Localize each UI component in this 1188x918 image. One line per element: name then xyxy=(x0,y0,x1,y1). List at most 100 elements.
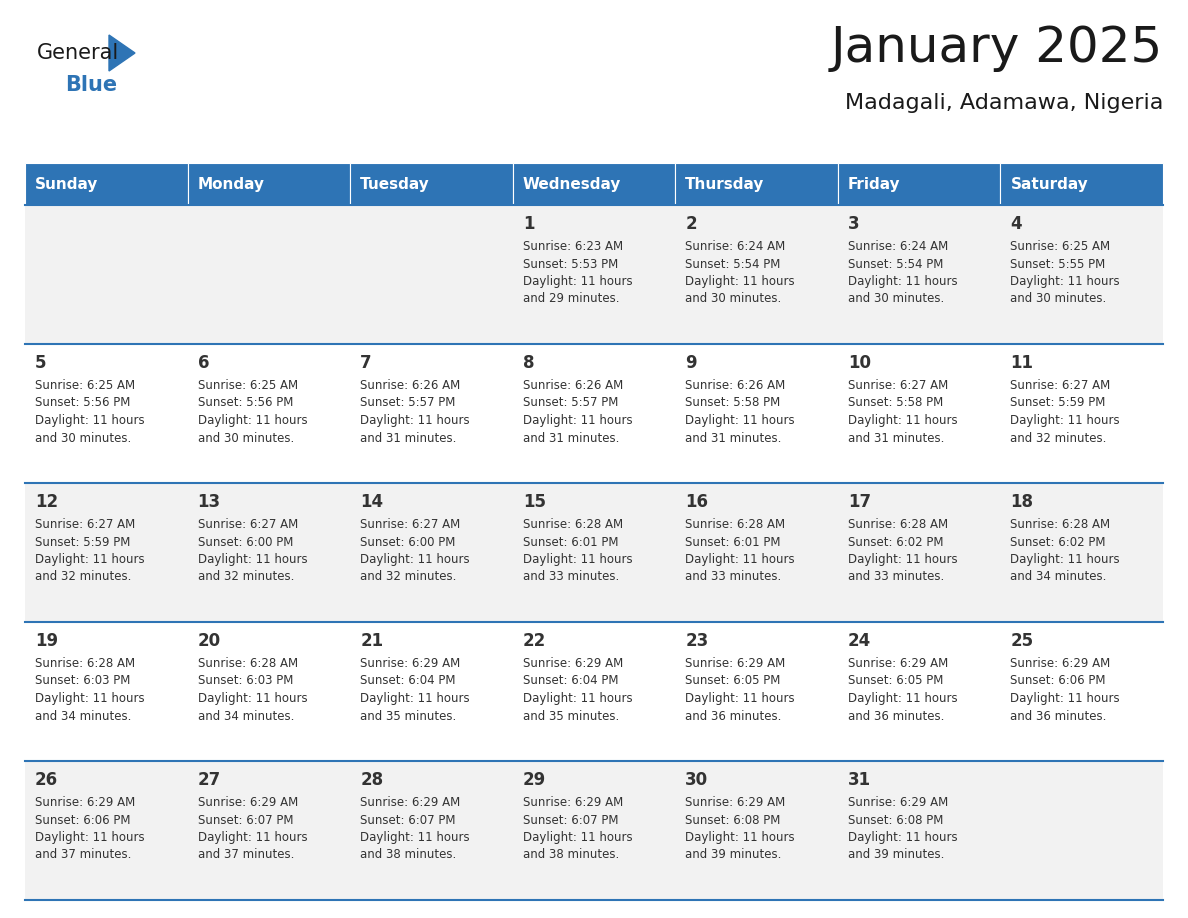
Text: Sunrise: 6:28 AM: Sunrise: 6:28 AM xyxy=(523,518,623,531)
Text: Sunrise: 6:29 AM: Sunrise: 6:29 AM xyxy=(360,657,461,670)
Text: and 30 minutes.: and 30 minutes. xyxy=(848,293,944,306)
Text: Sunset: 5:55 PM: Sunset: 5:55 PM xyxy=(1011,258,1106,271)
Text: January 2025: January 2025 xyxy=(830,24,1163,72)
Text: Daylight: 11 hours: Daylight: 11 hours xyxy=(360,692,469,705)
Text: and 32 minutes.: and 32 minutes. xyxy=(360,570,456,584)
Bar xyxy=(188,205,350,344)
Text: Daylight: 11 hours: Daylight: 11 hours xyxy=(1011,553,1120,566)
Text: Sunrise: 6:27 AM: Sunrise: 6:27 AM xyxy=(360,518,461,531)
Text: 18: 18 xyxy=(1011,493,1034,511)
Text: Sunset: 5:59 PM: Sunset: 5:59 PM xyxy=(1011,397,1106,409)
Text: Sunset: 6:02 PM: Sunset: 6:02 PM xyxy=(848,535,943,548)
Bar xyxy=(188,761,350,900)
Text: Sunset: 5:56 PM: Sunset: 5:56 PM xyxy=(197,397,293,409)
Text: Daylight: 11 hours: Daylight: 11 hours xyxy=(523,275,632,288)
Text: 28: 28 xyxy=(360,771,384,789)
Text: Daylight: 11 hours: Daylight: 11 hours xyxy=(34,831,145,844)
Text: Friday: Friday xyxy=(848,176,901,192)
Text: Sunrise: 6:26 AM: Sunrise: 6:26 AM xyxy=(523,379,623,392)
Text: 4: 4 xyxy=(1011,215,1022,233)
Text: Daylight: 11 hours: Daylight: 11 hours xyxy=(197,692,308,705)
Bar xyxy=(838,622,1000,761)
Text: Madagali, Adamawa, Nigeria: Madagali, Adamawa, Nigeria xyxy=(845,93,1163,113)
Bar xyxy=(350,344,513,483)
Text: Sunrise: 6:27 AM: Sunrise: 6:27 AM xyxy=(1011,379,1111,392)
Text: Daylight: 11 hours: Daylight: 11 hours xyxy=(34,414,145,427)
Bar xyxy=(350,761,513,900)
Text: 3: 3 xyxy=(848,215,859,233)
Text: 17: 17 xyxy=(848,493,871,511)
Text: and 34 minutes.: and 34 minutes. xyxy=(1011,570,1107,584)
Bar xyxy=(1000,344,1163,483)
Text: 23: 23 xyxy=(685,632,708,650)
Text: Sunset: 6:04 PM: Sunset: 6:04 PM xyxy=(523,675,618,688)
Text: Sunrise: 6:26 AM: Sunrise: 6:26 AM xyxy=(360,379,461,392)
Bar xyxy=(25,622,188,761)
Bar xyxy=(838,761,1000,900)
Text: General: General xyxy=(37,43,119,63)
Text: and 37 minutes.: and 37 minutes. xyxy=(34,848,132,861)
Text: and 31 minutes.: and 31 minutes. xyxy=(848,431,944,444)
Text: and 30 minutes.: and 30 minutes. xyxy=(197,431,293,444)
Text: Daylight: 11 hours: Daylight: 11 hours xyxy=(523,692,632,705)
Text: Sunrise: 6:28 AM: Sunrise: 6:28 AM xyxy=(197,657,298,670)
Bar xyxy=(838,344,1000,483)
Text: Sunset: 6:06 PM: Sunset: 6:06 PM xyxy=(1011,675,1106,688)
Polygon shape xyxy=(109,35,135,71)
Text: Sunset: 5:54 PM: Sunset: 5:54 PM xyxy=(848,258,943,271)
Bar xyxy=(350,483,513,622)
Text: Sunset: 6:07 PM: Sunset: 6:07 PM xyxy=(523,813,618,826)
Text: 26: 26 xyxy=(34,771,58,789)
Bar xyxy=(675,163,838,205)
Text: Sunset: 6:04 PM: Sunset: 6:04 PM xyxy=(360,675,456,688)
Bar xyxy=(675,483,838,622)
Text: and 29 minutes.: and 29 minutes. xyxy=(523,293,619,306)
Text: and 32 minutes.: and 32 minutes. xyxy=(197,570,293,584)
Bar xyxy=(513,622,675,761)
Bar xyxy=(1000,483,1163,622)
Bar xyxy=(25,344,188,483)
Text: Daylight: 11 hours: Daylight: 11 hours xyxy=(685,414,795,427)
Text: Sunrise: 6:27 AM: Sunrise: 6:27 AM xyxy=(848,379,948,392)
Text: Daylight: 11 hours: Daylight: 11 hours xyxy=(685,553,795,566)
Text: and 32 minutes.: and 32 minutes. xyxy=(34,570,132,584)
Text: and 36 minutes.: and 36 minutes. xyxy=(1011,710,1107,722)
Text: 15: 15 xyxy=(523,493,545,511)
Text: 5: 5 xyxy=(34,354,46,372)
Text: Sunrise: 6:29 AM: Sunrise: 6:29 AM xyxy=(848,657,948,670)
Text: and 30 minutes.: and 30 minutes. xyxy=(1011,293,1107,306)
Text: Sunrise: 6:26 AM: Sunrise: 6:26 AM xyxy=(685,379,785,392)
Text: and 32 minutes.: and 32 minutes. xyxy=(1011,431,1107,444)
Text: and 35 minutes.: and 35 minutes. xyxy=(523,710,619,722)
Bar xyxy=(188,163,350,205)
Bar xyxy=(350,163,513,205)
Text: Sunset: 6:07 PM: Sunset: 6:07 PM xyxy=(197,813,293,826)
Text: Sunrise: 6:24 AM: Sunrise: 6:24 AM xyxy=(685,240,785,253)
Text: Daylight: 11 hours: Daylight: 11 hours xyxy=(1011,275,1120,288)
Text: Sunset: 6:03 PM: Sunset: 6:03 PM xyxy=(34,675,131,688)
Text: 8: 8 xyxy=(523,354,535,372)
Text: 7: 7 xyxy=(360,354,372,372)
Text: Daylight: 11 hours: Daylight: 11 hours xyxy=(197,831,308,844)
Text: Sunrise: 6:28 AM: Sunrise: 6:28 AM xyxy=(1011,518,1111,531)
Bar xyxy=(188,622,350,761)
Text: Sunrise: 6:24 AM: Sunrise: 6:24 AM xyxy=(848,240,948,253)
Text: Sunset: 6:08 PM: Sunset: 6:08 PM xyxy=(685,813,781,826)
Text: 31: 31 xyxy=(848,771,871,789)
Text: Sunrise: 6:23 AM: Sunrise: 6:23 AM xyxy=(523,240,623,253)
Text: Sunrise: 6:29 AM: Sunrise: 6:29 AM xyxy=(685,657,785,670)
Text: 9: 9 xyxy=(685,354,697,372)
Text: and 33 minutes.: and 33 minutes. xyxy=(685,570,782,584)
Text: 13: 13 xyxy=(197,493,221,511)
Text: 14: 14 xyxy=(360,493,384,511)
Text: Sunrise: 6:29 AM: Sunrise: 6:29 AM xyxy=(848,796,948,809)
Bar xyxy=(1000,163,1163,205)
Text: Daylight: 11 hours: Daylight: 11 hours xyxy=(523,414,632,427)
Text: 21: 21 xyxy=(360,632,384,650)
Text: Sunset: 6:02 PM: Sunset: 6:02 PM xyxy=(1011,535,1106,548)
Text: and 31 minutes.: and 31 minutes. xyxy=(360,431,456,444)
Bar xyxy=(350,205,513,344)
Text: Sunset: 5:56 PM: Sunset: 5:56 PM xyxy=(34,397,131,409)
Text: 10: 10 xyxy=(848,354,871,372)
Bar xyxy=(513,761,675,900)
